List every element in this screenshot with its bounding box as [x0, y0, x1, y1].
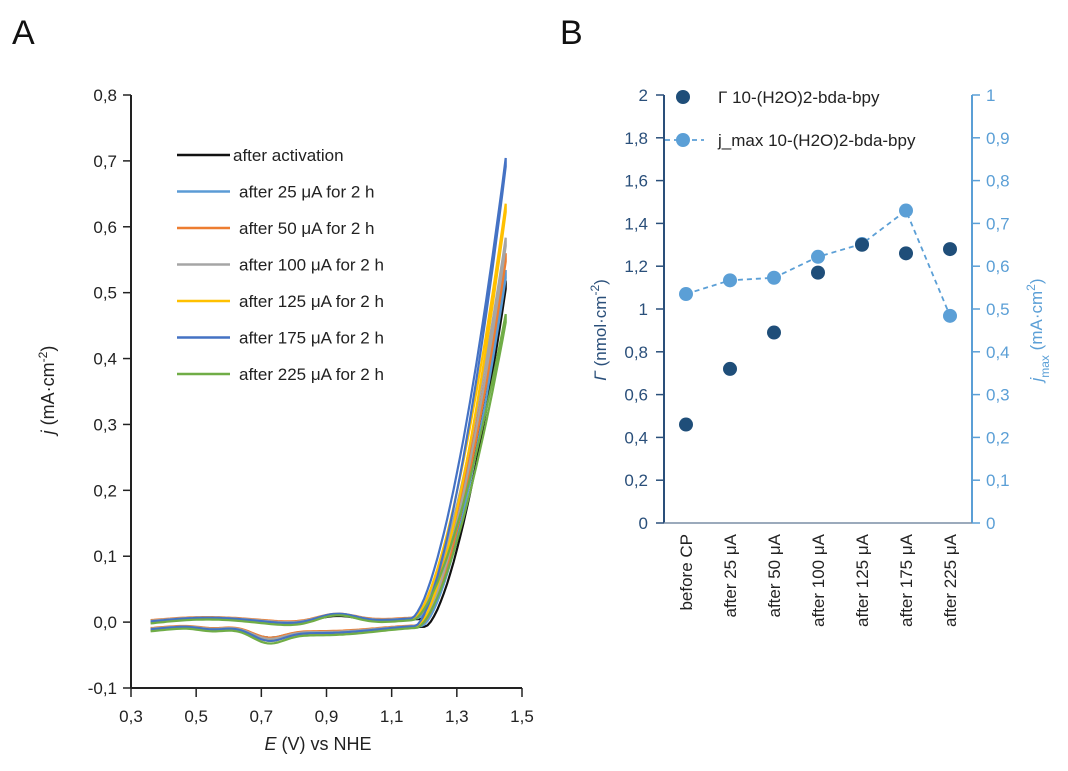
chart-b-right-axis-title: jmax (mA·cm2) [1024, 278, 1052, 383]
chart-a-legend: after activation after 25 μA for 2 h after… [177, 146, 384, 384]
b-right-tick-label: 0,9 [986, 129, 1010, 148]
b-category-label: after 125 μA [853, 533, 872, 627]
b-right-tick-label: 0,4 [986, 343, 1010, 362]
b-left-tick-label: 0 [639, 514, 648, 533]
chart-a-curves [150, 157, 507, 645]
b-left-tick-label: 0,2 [624, 471, 648, 490]
a-legend-label: after 175 μA for 2 h [239, 329, 384, 348]
b-legend-jmax-label: j_max 10-(H2O)2-bda-bpy [717, 131, 916, 150]
a-y-tick-label: 0,4 [93, 350, 117, 369]
a-x-tick-label: 0,3 [119, 707, 143, 726]
b-category-label: after 25 μA [721, 533, 740, 617]
b-gamma-point [899, 246, 913, 261]
a-x-tick-label: 0,7 [250, 707, 274, 726]
a-y-tick-label: 0,7 [93, 152, 117, 171]
panel-label-b: B [560, 14, 583, 52]
a-legend-label: after 225 μA for 2 h [239, 365, 384, 384]
b-right-tick-label: 0,1 [986, 471, 1010, 490]
b-category-label: after 50 μA [765, 533, 784, 617]
b-category-label: after 225 μA [941, 533, 960, 627]
chart-a-y-axis-title: j (mA·cm-2) [36, 346, 58, 438]
b-gamma-point [723, 361, 737, 376]
b-jmax-point [767, 270, 781, 285]
b-legend-gamma-label: Γ 10-(H2O)2-bda-bpy [718, 88, 880, 107]
b-right-tick-label: 1 [986, 86, 995, 105]
b-gamma-point [767, 325, 781, 340]
b-legend-gamma-marker [676, 90, 690, 104]
b-gamma-point [679, 417, 693, 432]
chart-a-x-axis-title: E (V) vs NHE [264, 734, 371, 754]
b-category-label: after 100 μA [809, 533, 828, 627]
a-x-tick-label: 1,1 [380, 707, 404, 726]
a-y-tick-label: 0,1 [93, 547, 117, 566]
a-series-line [150, 313, 507, 645]
b-right-tick-label: 0,7 [986, 214, 1010, 233]
a-y-tick-label: 0,6 [93, 218, 117, 237]
b-category-label: after 175 μA [897, 533, 916, 627]
chart-b-left-ticks: 0 0,2 0,4 0,6 0,8 1 1,2 1,4 1,6 1,8 2 [624, 86, 664, 533]
a-legend-label: after 50 μA for 2 h [239, 219, 375, 238]
b-gamma-point [855, 237, 869, 252]
chart-b-left-axis-title: Γ (nmol·cm-2) [588, 279, 610, 381]
a-y-tick-label: 0,2 [93, 481, 117, 500]
a-legend-label: after activation [233, 146, 344, 165]
a-legend-label: after 25 μA for 2 h [239, 183, 375, 202]
chart-a: -0,10,00,10,20,30,40,50,60,70,8 0,3 0,5 0,… [36, 86, 534, 754]
a-series-line [150, 269, 507, 639]
a-y-tick-label: 0,0 [93, 613, 117, 632]
b-right-tick-label: 0,5 [986, 300, 1010, 319]
a-x-tick-label: 1,5 [510, 707, 534, 726]
b-jmax-point [811, 249, 825, 264]
chart-a-x-ticks: 0,3 0,5 0,7 0,9 1,1 1,3 1,5 [119, 688, 534, 726]
a-series-line [150, 157, 507, 643]
b-jmax-point [943, 308, 957, 323]
b-jmax-point [899, 203, 913, 218]
a-x-tick-label: 0,5 [184, 707, 208, 726]
panel-label-a: A [12, 14, 35, 52]
b-left-tick-label: 1,8 [624, 129, 648, 148]
a-y-tick-label: -0,1 [88, 679, 117, 698]
a-y-tick-label: 0,8 [93, 86, 117, 105]
b-left-tick-label: 1,6 [624, 172, 648, 191]
chart-b: 0 0,2 0,4 0,6 0,8 1 1,2 1,4 1,6 1,8 2 0 0,1 0,2 0,3 0,… [588, 86, 1052, 627]
chart-a-y-ticks: -0,1 0,0 0,1 0,2 0,3 0,4 0,5 0,6 0,7 0,8 [88, 86, 131, 698]
b-right-tick-label: 0,6 [986, 257, 1010, 276]
b-right-tick-label: 0 [986, 514, 995, 533]
b-left-tick-label: 1 [639, 300, 648, 319]
a-legend-label: after 125 μA for 2 h [239, 292, 384, 311]
b-left-tick-label: 0,8 [624, 343, 648, 362]
b-right-tick-label: 0,8 [986, 172, 1010, 191]
a-x-tick-label: 1,3 [445, 707, 469, 726]
a-legend-label: after 100 μA for 2 h [239, 256, 384, 275]
a-y-tick-label: 0,3 [93, 415, 117, 434]
b-right-tick-label: 0,3 [986, 386, 1010, 405]
b-jmax-point [723, 273, 737, 288]
b-left-tick-label: 1,4 [624, 214, 648, 233]
chart-b-series [679, 203, 957, 432]
b-gamma-point [811, 265, 825, 280]
b-right-tick-label: 0,2 [986, 428, 1010, 447]
a-x-tick-label: 0,9 [315, 707, 339, 726]
b-category-label: before CP [677, 534, 696, 611]
b-left-tick-label: 1,2 [624, 257, 648, 276]
chart-b-category-labels: before CP after 25 μA after 50 μA after 100… [677, 533, 960, 627]
b-jmax-point [679, 287, 693, 302]
b-left-tick-label: 2 [639, 86, 648, 105]
chart-b-legend: Γ 10-(H2O)2-bda-bpy j_max 10-(H2O)2-bda-b… [665, 88, 916, 150]
b-left-tick-label: 0,6 [624, 386, 648, 405]
b-gamma-point [943, 242, 957, 257]
b-left-tick-label: 0,4 [624, 428, 648, 447]
chart-b-right-ticks: 0 0,1 0,2 0,3 0,4 0,5 0,6 0,7 0,8 0,9 1 [972, 86, 1010, 533]
a-y-tick-label: 0,5 [93, 284, 117, 303]
b-legend-jmax-marker [676, 133, 690, 147]
